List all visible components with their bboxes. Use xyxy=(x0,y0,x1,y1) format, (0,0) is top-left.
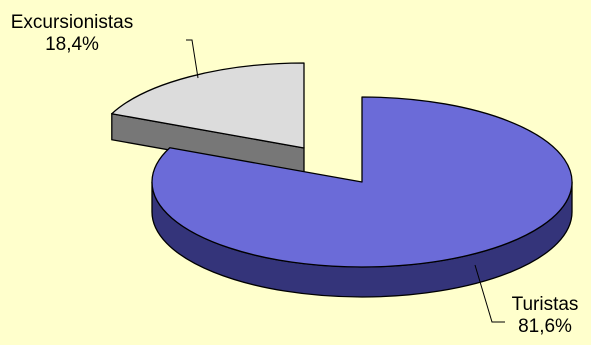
slice-label-excursionistas: Excursionistas 18,4% xyxy=(8,12,136,56)
slice-excursionistas xyxy=(111,62,305,149)
slice-name-excursionistas: Excursionistas xyxy=(10,12,134,33)
slice-name-turistas: Turistas xyxy=(511,294,579,315)
leader-line-excursionistas xyxy=(186,39,199,79)
slice-percent-turistas: 81,6% xyxy=(518,316,572,337)
slice-turistas xyxy=(151,96,573,268)
leader-line-turistas xyxy=(474,264,505,323)
slice-label-turistas: Turistas 81,6% xyxy=(500,294,590,338)
slice-percent-excursionistas: 18,4% xyxy=(45,34,99,55)
